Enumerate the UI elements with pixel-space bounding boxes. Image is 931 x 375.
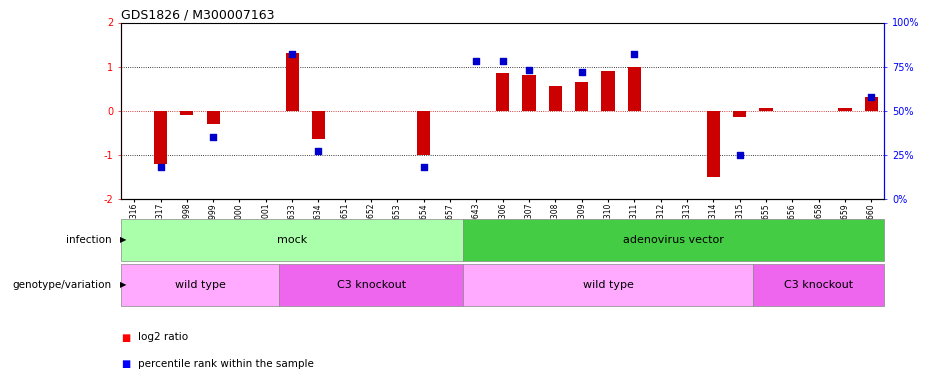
Bar [522,75,535,111]
Bar [154,111,167,164]
Text: infection: infection [66,235,112,245]
Text: ■: ■ [121,333,130,342]
Bar [839,108,852,111]
Bar [760,108,773,111]
Bar [733,111,747,117]
Bar [121,219,464,261]
Point [864,93,879,99]
Bar [548,86,562,111]
Bar [464,264,753,306]
Point [495,58,510,64]
Point [285,51,300,57]
Point [627,51,641,57]
Text: C3 knockout: C3 knockout [784,280,853,290]
Bar [627,67,641,111]
Bar [496,73,509,111]
Text: wild type: wild type [583,280,633,290]
Text: ▶: ▶ [120,280,127,290]
Text: percentile rank within the sample: percentile rank within the sample [138,359,314,369]
Bar [865,98,878,111]
Bar [312,111,325,139]
Text: ■: ■ [121,359,130,369]
Text: C3 knockout: C3 knockout [336,280,406,290]
Text: log2 ratio: log2 ratio [138,333,188,342]
Text: adenovirus vector: adenovirus vector [624,235,724,245]
Bar [753,264,884,306]
Bar [181,111,194,115]
Point [574,69,589,75]
Bar [207,111,220,124]
Bar [464,219,884,261]
Text: ▶: ▶ [120,236,127,244]
Bar [286,53,299,111]
Text: genotype/variation: genotype/variation [13,280,112,290]
Bar [601,71,614,111]
Bar [575,82,588,111]
Bar [279,264,464,306]
Text: GDS1826 / M300007163: GDS1826 / M300007163 [121,8,275,21]
Point [206,134,221,140]
Point [732,152,747,157]
Bar [121,264,279,306]
Point [416,164,431,170]
Text: mock: mock [277,235,307,245]
Bar [707,111,720,177]
Point [153,164,168,170]
Point [521,67,536,73]
Point [469,58,484,64]
Bar [417,111,430,154]
Text: wild type: wild type [175,280,225,290]
Point [311,148,326,154]
